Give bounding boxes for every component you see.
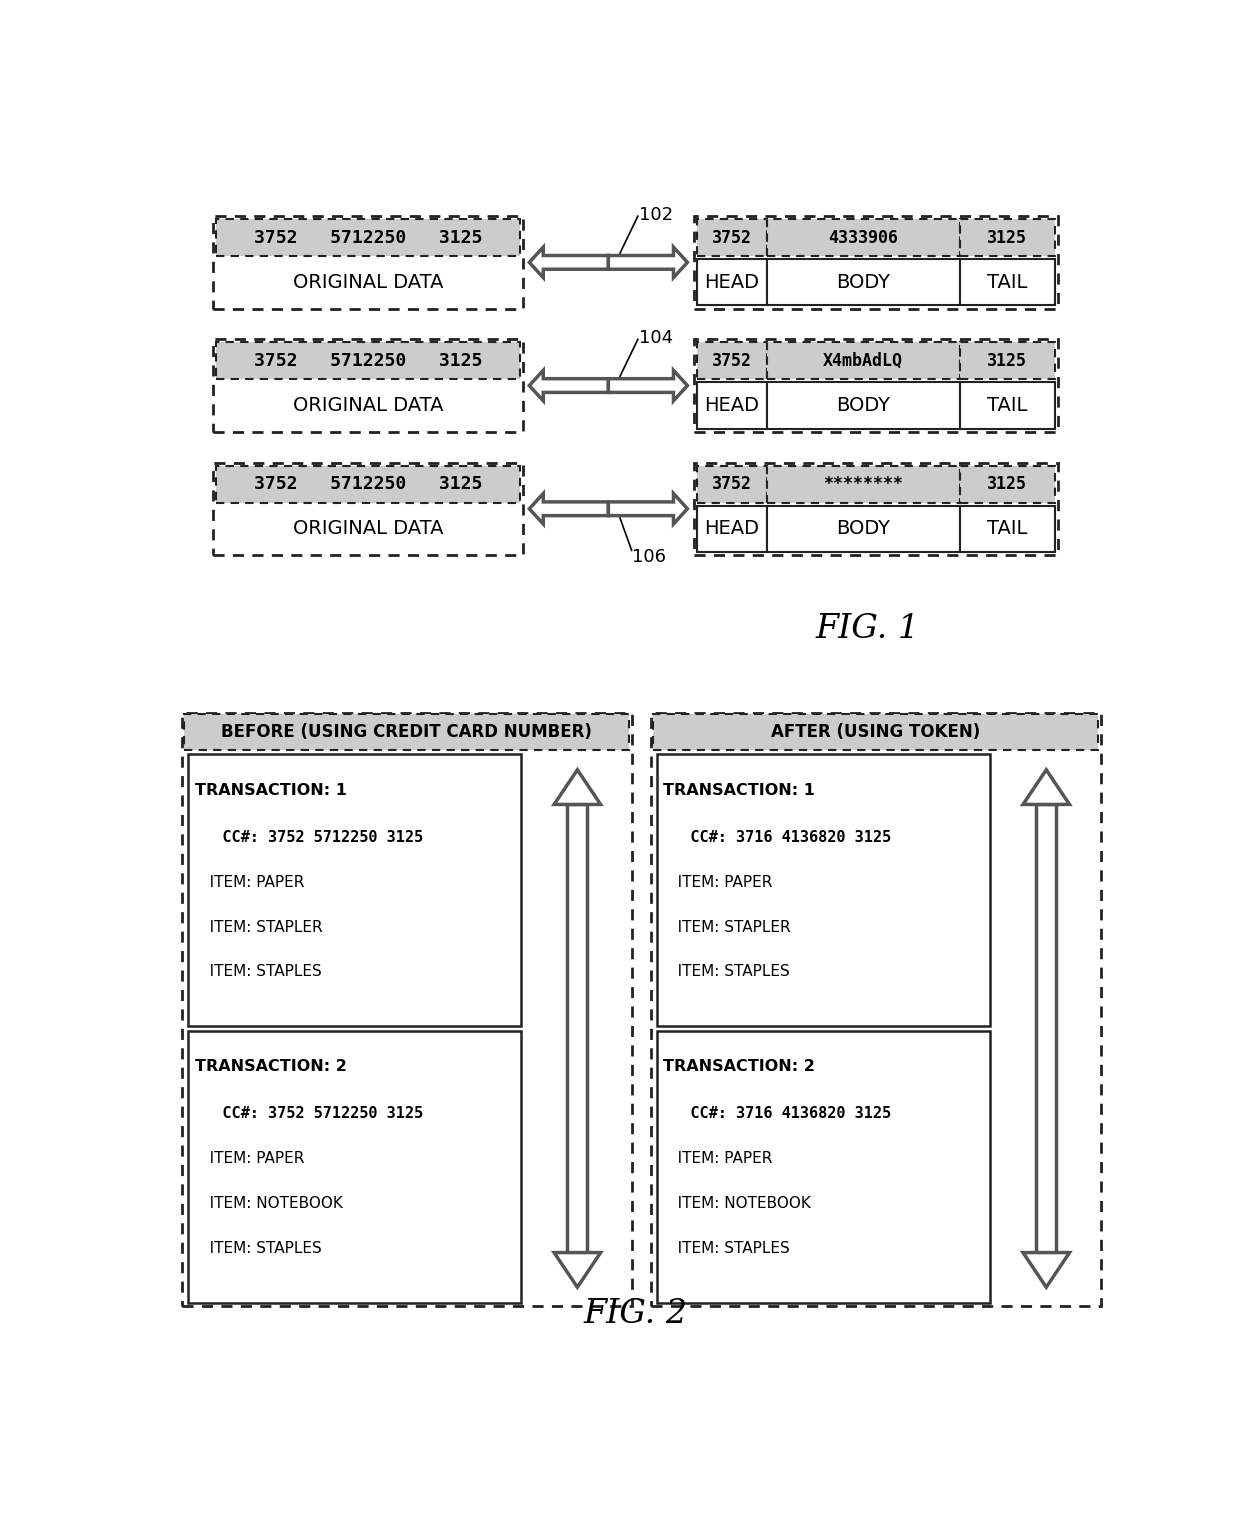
Text: TAIL: TAIL: [987, 519, 1028, 538]
Text: ITEM: PAPER: ITEM: PAPER: [195, 1151, 304, 1167]
Bar: [657, 1031, 990, 1303]
Bar: [697, 466, 766, 503]
Text: TRANSACTION: 1: TRANSACTION: 1: [663, 782, 815, 797]
Text: ITEM: STAPLER: ITEM: STAPLER: [663, 919, 791, 934]
Bar: [697, 342, 766, 380]
Text: ORIGINAL DATA: ORIGINAL DATA: [293, 273, 444, 292]
Polygon shape: [1037, 805, 1056, 1253]
Bar: [651, 712, 1101, 1306]
Text: 3752: 3752: [712, 229, 751, 246]
Text: ITEM: PAPER: ITEM: PAPER: [663, 1151, 773, 1167]
Text: TAIL: TAIL: [987, 396, 1028, 415]
Text: 3125: 3125: [987, 475, 1027, 494]
Bar: [766, 342, 960, 380]
Text: 3752: 3752: [712, 352, 751, 371]
Text: 3125: 3125: [987, 229, 1027, 246]
Text: X4mbAdLQ: X4mbAdLQ: [823, 352, 903, 371]
Text: HEAD: HEAD: [704, 396, 759, 415]
Text: TAIL: TAIL: [987, 273, 1028, 292]
Text: 102: 102: [640, 205, 673, 223]
Text: AFTER (USING TOKEN): AFTER (USING TOKEN): [771, 723, 981, 741]
Text: 3752   5712250   3125: 3752 5712250 3125: [254, 475, 482, 494]
Text: BODY: BODY: [836, 273, 890, 292]
Bar: [657, 755, 990, 1027]
Text: TRANSACTION: 2: TRANSACTION: 2: [195, 1059, 346, 1074]
Text: TRANSACTION: 2: TRANSACTION: 2: [663, 1059, 815, 1074]
Polygon shape: [554, 1253, 600, 1287]
Text: BEFORE (USING CREDIT CARD NUMBER): BEFORE (USING CREDIT CARD NUMBER): [222, 723, 593, 741]
Bar: [693, 463, 1058, 554]
Text: 104: 104: [640, 328, 673, 346]
Text: FIG. 2: FIG. 2: [584, 1299, 687, 1331]
Bar: [697, 383, 766, 428]
Bar: [213, 339, 523, 431]
Bar: [766, 260, 960, 305]
Text: CC#: 3752 5712250 3125: CC#: 3752 5712250 3125: [195, 1106, 423, 1121]
Polygon shape: [554, 770, 600, 805]
Polygon shape: [609, 248, 687, 278]
Polygon shape: [567, 805, 588, 1253]
Text: ********: ********: [823, 475, 903, 494]
Bar: [960, 342, 1055, 380]
Text: BODY: BODY: [836, 396, 890, 415]
Bar: [182, 712, 631, 1306]
Bar: [766, 383, 960, 428]
Text: ITEM: STAPLES: ITEM: STAPLES: [663, 965, 790, 980]
Bar: [697, 506, 766, 551]
Text: ITEM: STAPLES: ITEM: STAPLES: [195, 1241, 321, 1256]
Bar: [697, 260, 766, 305]
Text: ITEM: STAPLES: ITEM: STAPLES: [663, 1241, 790, 1256]
Bar: [960, 260, 1055, 305]
Bar: [216, 342, 520, 380]
Text: ITEM: NOTEBOOK: ITEM: NOTEBOOK: [663, 1195, 811, 1211]
Bar: [216, 466, 520, 503]
Text: ORIGINAL DATA: ORIGINAL DATA: [293, 396, 444, 415]
Polygon shape: [529, 494, 609, 524]
Bar: [697, 219, 766, 257]
Polygon shape: [529, 248, 609, 278]
Text: ORIGINAL DATA: ORIGINAL DATA: [293, 519, 444, 538]
Text: 3752: 3752: [712, 475, 751, 494]
Text: ITEM: NOTEBOOK: ITEM: NOTEBOOK: [195, 1195, 342, 1211]
Polygon shape: [529, 371, 609, 401]
Text: ITEM: PAPER: ITEM: PAPER: [663, 875, 773, 890]
Text: CC#: 3716 4136820 3125: CC#: 3716 4136820 3125: [663, 829, 892, 845]
Bar: [766, 219, 960, 257]
Text: 3752   5712250   3125: 3752 5712250 3125: [254, 229, 482, 246]
Polygon shape: [1023, 1253, 1069, 1287]
Text: HEAD: HEAD: [704, 273, 759, 292]
Bar: [653, 714, 1099, 750]
Text: 106: 106: [631, 547, 666, 565]
Bar: [188, 755, 521, 1027]
Text: CC#: 3716 4136820 3125: CC#: 3716 4136820 3125: [663, 1106, 892, 1121]
Bar: [216, 219, 520, 257]
Bar: [693, 216, 1058, 308]
Text: 4333906: 4333906: [828, 229, 898, 246]
Text: ITEM: STAPLER: ITEM: STAPLER: [195, 919, 322, 934]
Bar: [766, 466, 960, 503]
Bar: [693, 339, 1058, 431]
Bar: [766, 506, 960, 551]
Text: BODY: BODY: [836, 519, 890, 538]
Text: 3752   5712250   3125: 3752 5712250 3125: [254, 352, 482, 371]
Text: FIG. 1: FIG. 1: [816, 612, 920, 644]
Text: TRANSACTION: 1: TRANSACTION: 1: [195, 782, 346, 797]
Text: ITEM: STAPLES: ITEM: STAPLES: [195, 965, 321, 980]
Text: ITEM: PAPER: ITEM: PAPER: [195, 875, 304, 890]
Bar: [185, 714, 629, 750]
Text: 3125: 3125: [987, 352, 1027, 371]
Polygon shape: [609, 494, 687, 524]
Bar: [213, 216, 523, 308]
Text: CC#: 3752 5712250 3125: CC#: 3752 5712250 3125: [195, 829, 423, 845]
Text: HEAD: HEAD: [704, 519, 759, 538]
Bar: [960, 383, 1055, 428]
Bar: [960, 219, 1055, 257]
Polygon shape: [1023, 770, 1069, 805]
Bar: [960, 506, 1055, 551]
Bar: [960, 466, 1055, 503]
Polygon shape: [609, 371, 687, 401]
Bar: [188, 1031, 521, 1303]
Bar: [213, 463, 523, 554]
